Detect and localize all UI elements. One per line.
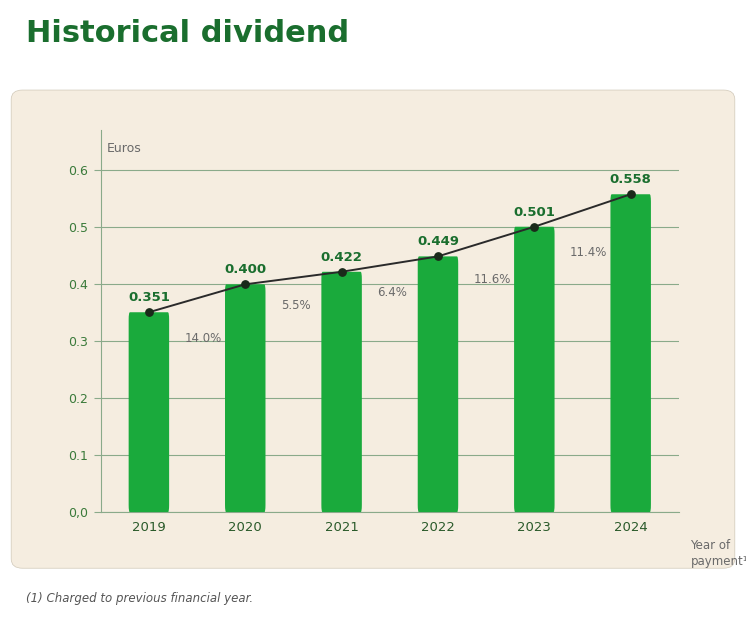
Text: 14.0%: 14.0% [184, 332, 222, 345]
FancyBboxPatch shape [322, 272, 362, 512]
Point [528, 222, 540, 232]
FancyBboxPatch shape [514, 227, 554, 512]
FancyBboxPatch shape [225, 284, 266, 512]
Point [336, 267, 348, 277]
Point [624, 189, 636, 199]
Point [239, 279, 251, 289]
FancyBboxPatch shape [128, 312, 169, 512]
Text: 11.6%: 11.6% [474, 273, 511, 286]
FancyBboxPatch shape [418, 256, 458, 512]
Point [143, 307, 155, 317]
Text: Historical dividend: Historical dividend [26, 19, 349, 48]
Text: 0.400: 0.400 [225, 263, 266, 276]
Text: 0.422: 0.422 [321, 251, 363, 264]
Text: Year of
payment¹: Year of payment¹ [691, 539, 746, 568]
Text: 0.351: 0.351 [128, 291, 170, 304]
Text: 11.4%: 11.4% [570, 247, 607, 260]
FancyBboxPatch shape [11, 90, 735, 568]
Text: 5.5%: 5.5% [281, 299, 310, 312]
Text: 0.501: 0.501 [513, 206, 555, 219]
Text: 0.449: 0.449 [417, 235, 459, 248]
Point [432, 252, 444, 261]
FancyBboxPatch shape [610, 194, 651, 512]
Text: 0.558: 0.558 [609, 173, 651, 186]
Text: (1) Charged to previous financial year.: (1) Charged to previous financial year. [26, 592, 253, 605]
Text: Euros: Euros [107, 142, 141, 155]
Text: 6.4%: 6.4% [377, 286, 407, 299]
